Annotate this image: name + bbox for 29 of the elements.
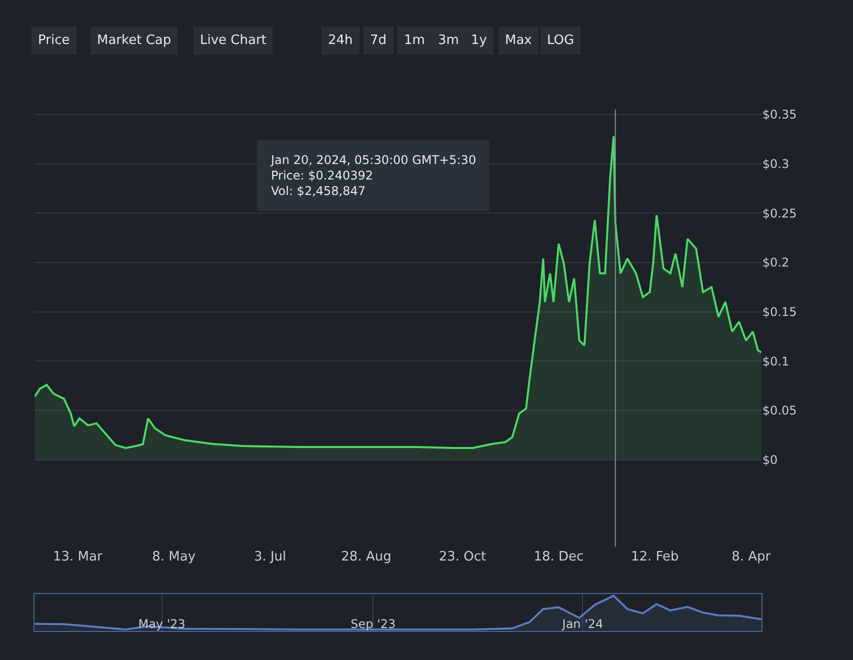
text: 7d: [370, 33, 387, 48]
x-tick-label: 18. Dec: [534, 550, 584, 565]
text: Live Chart: [200, 33, 266, 48]
y-tick-label: $0.15: [762, 305, 797, 320]
x-tick-label: 28. Aug: [341, 550, 392, 565]
x-tick-label: 3. Jul: [254, 550, 286, 565]
x-tick-label: 23. Oct: [438, 550, 486, 565]
x-tick-label: 13. Mar: [52, 550, 103, 565]
y-tick-label: $0.3: [762, 157, 790, 172]
y-tick-label: $0.35: [762, 108, 797, 122]
y-tick-label: $0: [762, 453, 778, 468]
text: LOG: [547, 33, 574, 48]
text: Max: [505, 33, 532, 48]
x-tick-label: 8. Apr: [732, 550, 772, 565]
x-tick-label: Jan '24: [561, 616, 604, 631]
text: Price: [38, 33, 70, 48]
y-tick-label: $0.1: [762, 354, 790, 368]
text: Market Cap: [97, 33, 172, 48]
x-tick-label: 8. May: [152, 550, 196, 565]
y-tick-label: $0.05: [762, 404, 797, 418]
text: 1m: [404, 33, 425, 48]
text: 1y: [471, 33, 488, 48]
x-tick-label: Sep '23: [350, 616, 396, 631]
text: 24h: [328, 33, 353, 48]
x-tick-label: 12. Feb: [630, 550, 679, 565]
text: 3m: [438, 33, 459, 48]
y-tick-label: $0.25: [762, 206, 797, 220]
y-tick-label: $0.2: [762, 256, 790, 270]
annotation: Jan 20, 2024, 05:30:00 GMT+5:30 Price: $0.240392 Vol: $2,458,847: [270, 153, 476, 198]
